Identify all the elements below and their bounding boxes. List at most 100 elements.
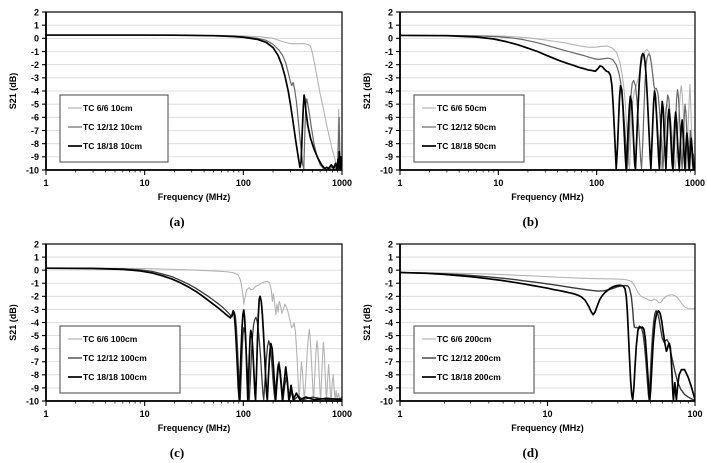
series-line-1 xyxy=(400,34,695,170)
y-axis-ticks: 2 1 0 -1 -2 -3 -4 -5 -6 -7 -8 -9 -10 xyxy=(26,7,46,175)
y-tick-label: 2 xyxy=(388,239,393,249)
series-line-0 xyxy=(46,267,342,401)
y-tick-label: -9 xyxy=(385,152,393,162)
y-tick-label: -2 xyxy=(385,292,393,302)
legend-label: TC 12/12 100cm xyxy=(83,353,147,363)
y-tick-label: 0 xyxy=(34,34,39,44)
y-tick-label: 0 xyxy=(388,34,393,44)
x-tick-label: 100 xyxy=(236,178,251,188)
x-tick-label: 10 xyxy=(493,178,503,188)
y-tick-label: -6 xyxy=(385,344,393,354)
y-tick-label: -10 xyxy=(380,396,393,406)
chart-panel-b: 2 1 0 -1 -2 -3 -4 -5 -6 -7 -8 -9 -10 1 10 100 1000 Freque… xyxy=(354,0,707,232)
y-tick-label: -3 xyxy=(385,305,393,315)
panel-caption-a: (a) xyxy=(169,214,185,229)
x-tick-label: 1000 xyxy=(332,409,352,419)
series-line-2 xyxy=(46,267,342,401)
y-tick-label: 0 xyxy=(34,266,39,276)
y-tick-label: 2 xyxy=(34,7,39,17)
legend-label: TC 12/12 200cm xyxy=(437,353,501,363)
y-tick-label: 0 xyxy=(388,266,393,276)
y-tick-label: -2 xyxy=(385,60,393,70)
legend-label: TC 6/6 10cm xyxy=(83,103,133,113)
series-line-2 xyxy=(400,271,695,401)
series-group xyxy=(46,34,342,170)
series-group xyxy=(400,34,695,170)
y-tick-label: -5 xyxy=(31,100,39,110)
x-axis-title: Frequency (MHz) xyxy=(511,192,584,202)
legend-box xyxy=(413,94,525,163)
panel-caption-d: (d) xyxy=(522,445,539,460)
y-tick-label: -1 xyxy=(31,47,39,57)
y-tick-label: -10 xyxy=(26,396,39,406)
x-tick-label: 10 xyxy=(542,409,552,419)
y-axis-ticks: 2 1 0 -1 -2 -3 -4 -5 -6 -7 -8 -9 -10 xyxy=(26,239,46,406)
y-tick-label: -5 xyxy=(385,100,393,110)
chart-svg-c: 210-1-2-3-4-5-6-7-8-9-101 10 100 1000Freque… xyxy=(8,239,352,433)
y-tick-label: -10 xyxy=(380,165,393,175)
x-tick-label: 1 xyxy=(43,178,48,188)
x-axis-title: Frequency (MHz) xyxy=(511,423,584,433)
y-axis-title: S21 (dB) xyxy=(362,73,372,110)
y-tick-label: -2 xyxy=(31,60,39,70)
x-tick-label: 10 xyxy=(140,178,150,188)
x-axis-title: Frequency (MHz) xyxy=(158,192,231,202)
y-tick-label: -4 xyxy=(385,86,393,96)
y-tick-label: 1 xyxy=(388,252,393,262)
legend-box xyxy=(59,325,181,394)
legend: TC 6/6 200cm TC 12/12 200cm TC 18/18 200cm xyxy=(413,325,535,394)
y-tick-label: -3 xyxy=(385,73,393,83)
x-axis-ticks: 1 10 100 1000 xyxy=(397,170,705,188)
legend: TC 6/6 10cm TC 12/12 10cm TC 18/18 10cm xyxy=(59,94,169,163)
panel-caption-c: (c) xyxy=(169,445,185,460)
y-tick-label: 2 xyxy=(34,239,39,249)
x-tick-label: 10 xyxy=(140,409,150,419)
x-axis-title: Frequency (MHz) xyxy=(158,423,231,433)
legend-label: TC 18/18 50cm xyxy=(437,141,497,151)
x-tick-label: 1000 xyxy=(685,178,705,188)
legend-label: TC 12/12 50cm xyxy=(437,122,497,132)
x-tick-label: 1 xyxy=(43,409,48,419)
x-tick-label: 1000 xyxy=(332,178,352,188)
legend-box xyxy=(59,94,169,163)
y-tick-label: 2 xyxy=(388,7,393,17)
y-tick-label: -7 xyxy=(31,357,39,367)
series-group xyxy=(46,267,342,401)
y-tick-label: -9 xyxy=(31,152,39,162)
y-tick-label: -8 xyxy=(385,139,393,149)
legend: TC 6/6 100cm TC 12/12 100cm TC 18/18 100cm xyxy=(59,325,181,394)
y-tick-label: -2 xyxy=(31,292,39,302)
panel-caption-b: (b) xyxy=(522,214,539,229)
y-tick-label: -9 xyxy=(31,383,39,393)
chart-panel-a: 2 1 0 -1 -2 -3 -4 -5 -6 -7 -8 -9 -10 1 10 100 1000 Freque… xyxy=(0,0,354,232)
chart-svg-d: 210-1-2-3-4-5-6-7-8-9-101 10 100Frequency … xyxy=(362,239,703,433)
y-tick-label: -1 xyxy=(31,279,39,289)
y-tick-label: -8 xyxy=(31,139,39,149)
y-tick-label: -5 xyxy=(31,331,39,341)
legend-label: TC 6/6 50cm xyxy=(437,103,487,113)
y-tick-label: -5 xyxy=(385,331,393,341)
chart-panel-d: 2 1 0 -1 -2 -3 -4 -5 -6 -7 -8 -9 -10 1 10 100 Frequency … xyxy=(354,232,707,463)
y-tick-label: -6 xyxy=(31,344,39,354)
y-tick-label: -3 xyxy=(31,305,39,315)
y-tick-label: -6 xyxy=(385,113,393,123)
legend-label: TC 12/12 10cm xyxy=(83,122,143,132)
y-tick-label: -6 xyxy=(31,113,39,123)
series-line-0 xyxy=(400,271,695,310)
y-tick-label: -7 xyxy=(385,357,393,367)
x-tick-label: 1 xyxy=(397,409,402,419)
y-tick-label: 1 xyxy=(34,252,39,262)
x-axis-ticks: 1 10 100 1000 xyxy=(43,401,352,419)
y-tick-label: -1 xyxy=(385,279,393,289)
y-tick-label: -3 xyxy=(31,73,39,83)
x-tick-label: 100 xyxy=(687,409,702,419)
x-tick-label: 100 xyxy=(589,178,604,188)
y-axis-ticks: 2 1 0 -1 -2 -3 -4 -5 -6 -7 -8 -9 -10 xyxy=(380,7,400,175)
legend-label: TC 18/18 10cm xyxy=(83,141,143,151)
y-tick-label: -10 xyxy=(26,165,39,175)
y-tick-label: -1 xyxy=(385,47,393,57)
legend-box xyxy=(413,325,535,394)
series-line-2 xyxy=(400,34,695,170)
series-group xyxy=(400,271,695,401)
